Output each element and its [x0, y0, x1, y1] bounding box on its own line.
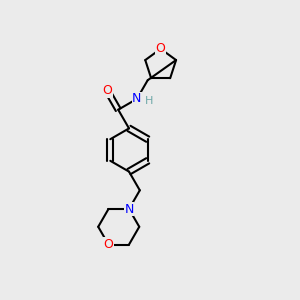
Text: H: H	[145, 96, 153, 106]
Text: N: N	[124, 202, 134, 215]
Text: N: N	[132, 92, 142, 105]
Text: O: O	[103, 84, 112, 98]
Text: O: O	[103, 238, 113, 251]
Text: O: O	[156, 42, 166, 56]
